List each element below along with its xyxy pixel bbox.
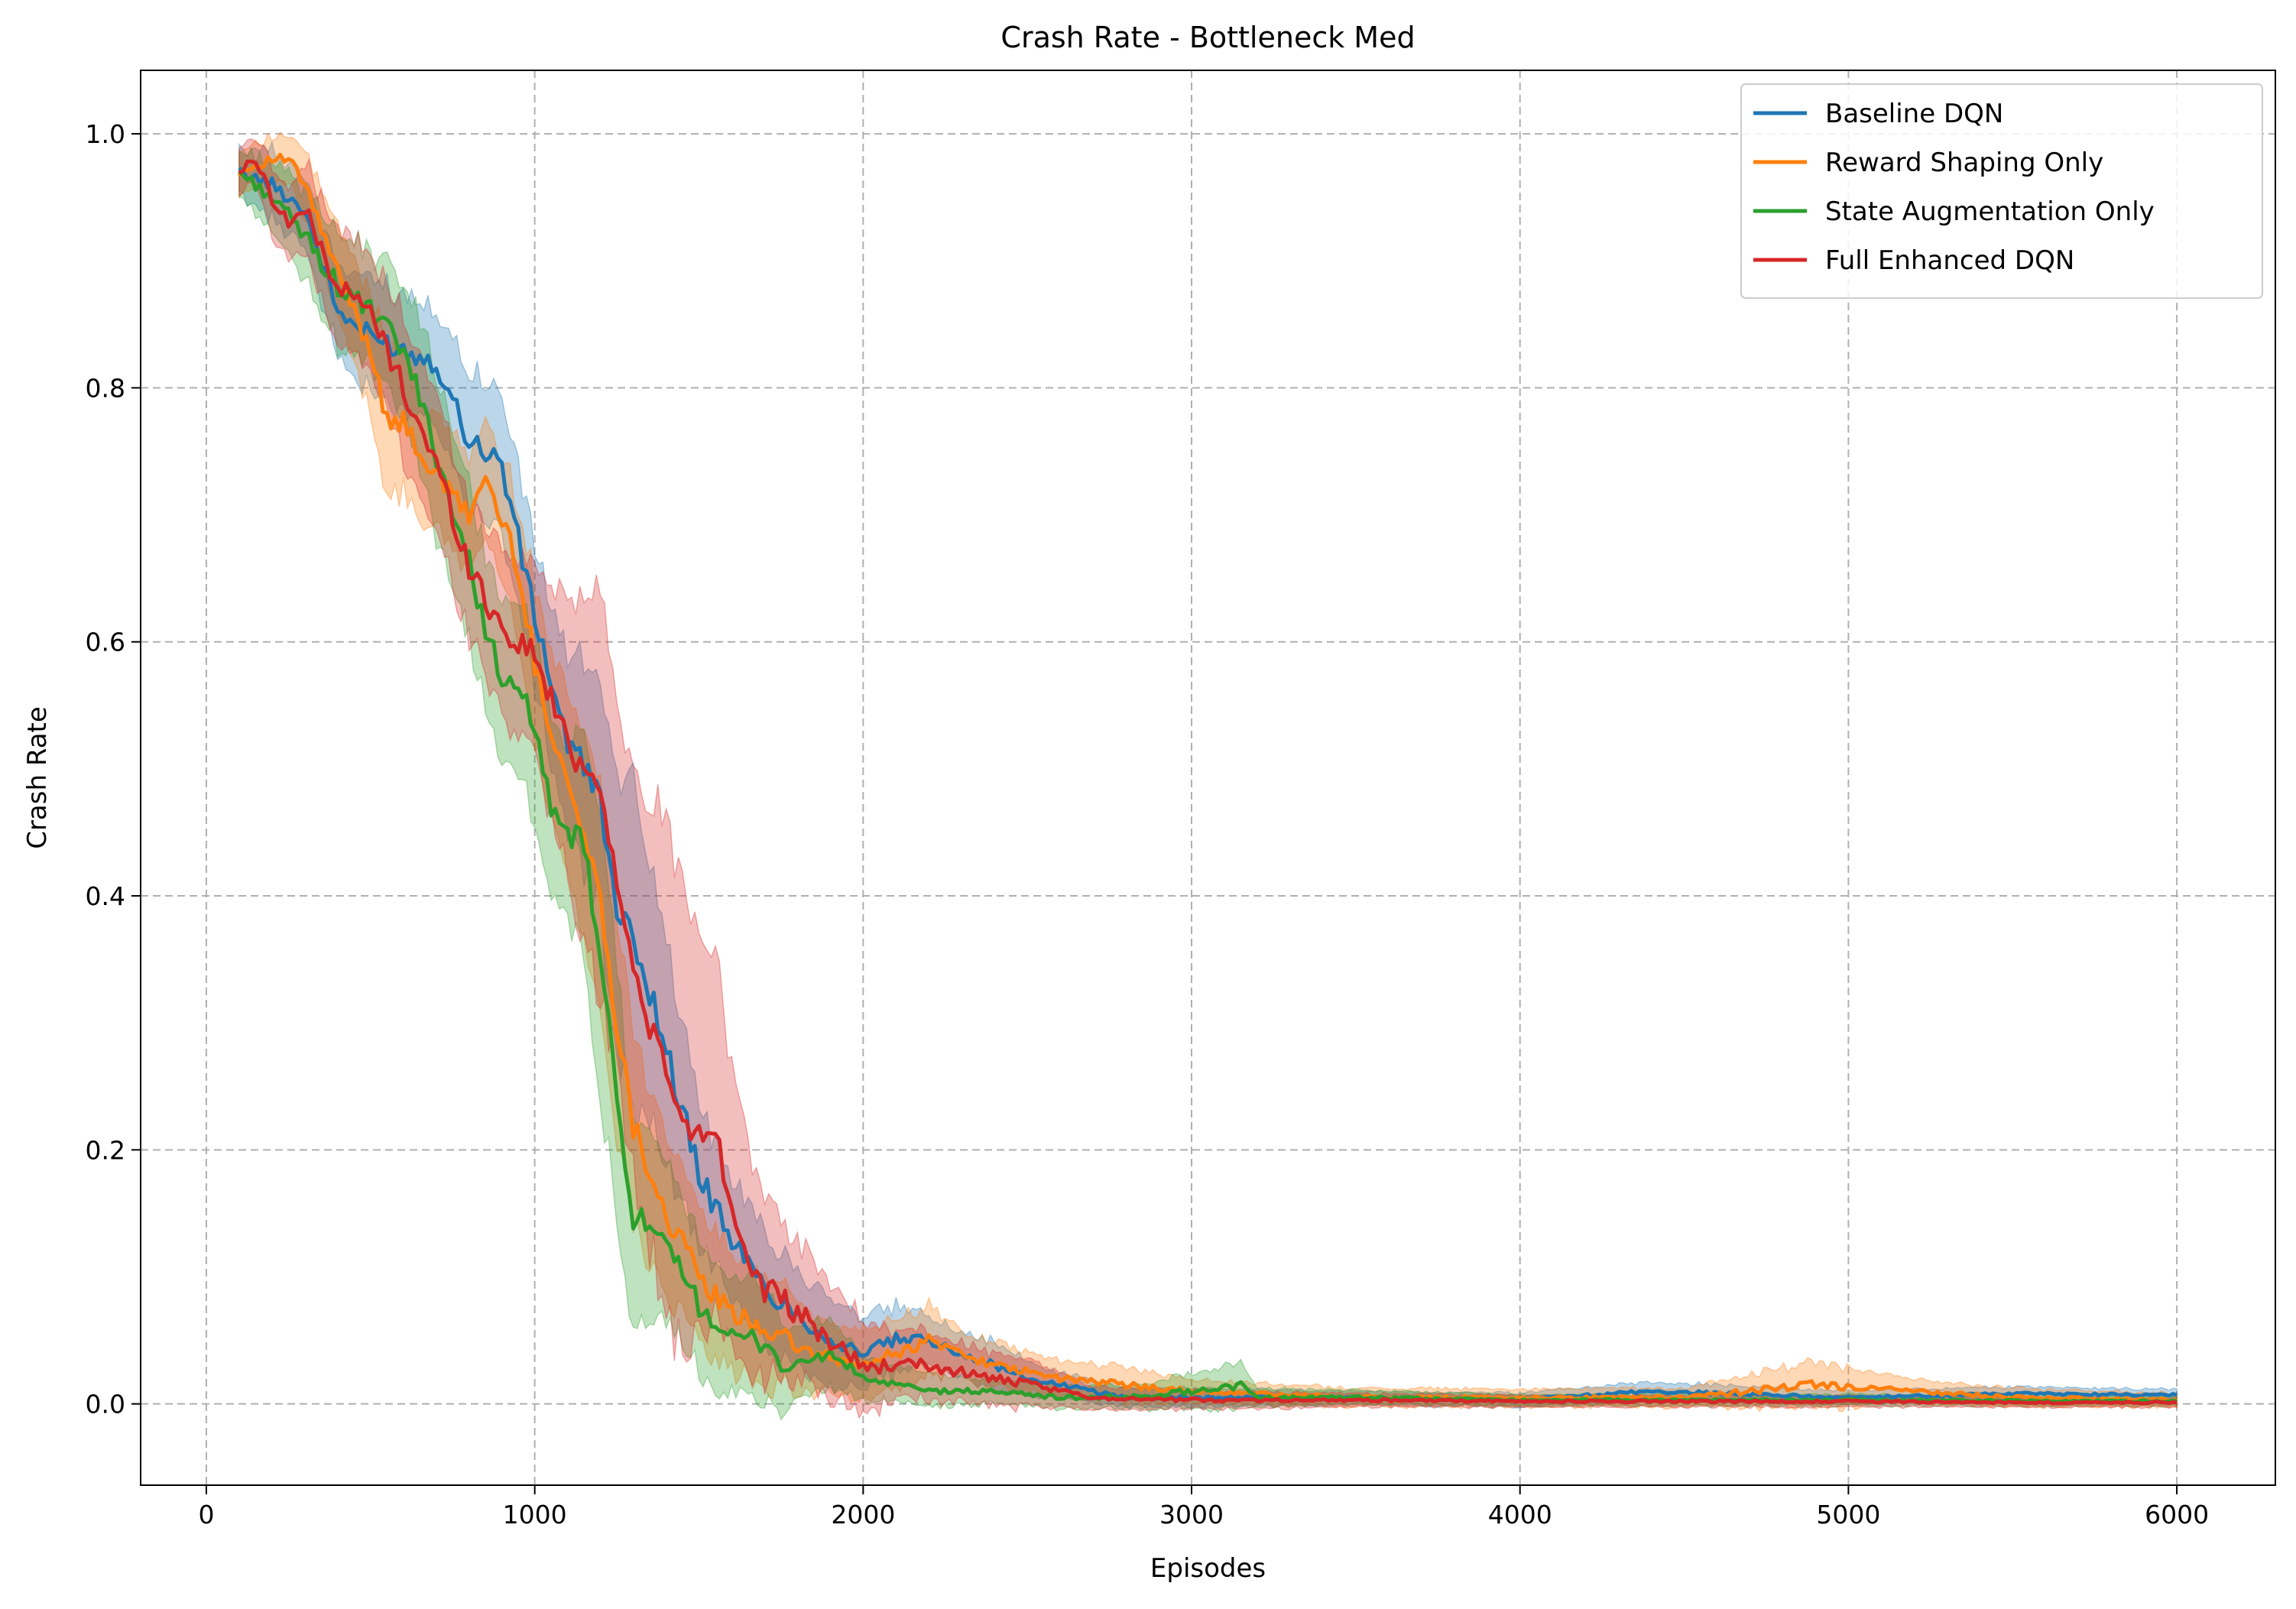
x-tick-label: 4000 [1488, 1500, 1552, 1530]
x-tick-label: 6000 [2145, 1500, 2209, 1530]
y-tick-label: 1.0 [86, 119, 125, 149]
x-tick-label: 5000 [1816, 1500, 1880, 1530]
y-tick-label: 0.6 [86, 628, 125, 657]
y-tick-label: 0.4 [86, 881, 125, 911]
series-band-reward-shaping-only [238, 131, 2178, 1413]
legend-label-reward-shaping-only: Reward Shaping Only [1825, 148, 2103, 178]
series-line-reward-shaping-only [237, 152, 2178, 1403]
x-tick-label: 3000 [1159, 1500, 1224, 1530]
plot-frame [140, 70, 2276, 1486]
x-tick-label: 2000 [831, 1500, 895, 1530]
series-lines [237, 152, 2178, 1406]
series-line-full-enhanced-dqn [238, 159, 2178, 1406]
x-tick-label: 0 [198, 1500, 214, 1530]
series-band-full-enhanced-dqn [238, 138, 2178, 1420]
y-tick-label: 0.8 [86, 373, 125, 403]
series-band-state-augmentation-only [238, 145, 2178, 1421]
legend-label-full-enhanced-dqn: Full Enhanced DQN [1825, 245, 2074, 276]
legend-label-state-augmentation-only: State Augmentation Only [1825, 196, 2155, 227]
x-tick-label: 1000 [503, 1500, 567, 1530]
legend-box [1740, 83, 2263, 299]
y-tick-label: 0.2 [86, 1135, 125, 1165]
chart-title: Crash Rate - Bottleneck Med [1000, 21, 1415, 54]
legend: Baseline DQN Reward Shaping Only State Aug… [1740, 83, 2263, 299]
y-tick-label: 0.0 [86, 1390, 125, 1419]
legend-label-baseline-dqn: Baseline DQN [1825, 99, 2003, 129]
y-axis-label: Crash Rate [22, 706, 53, 849]
axis-ticks: 0 1000 2000 3000 4000 5000 6000 0.0 0.2 0.4 0.6 0.8… [86, 119, 2210, 1530]
x-axis-label: Episodes [1150, 1553, 1266, 1584]
